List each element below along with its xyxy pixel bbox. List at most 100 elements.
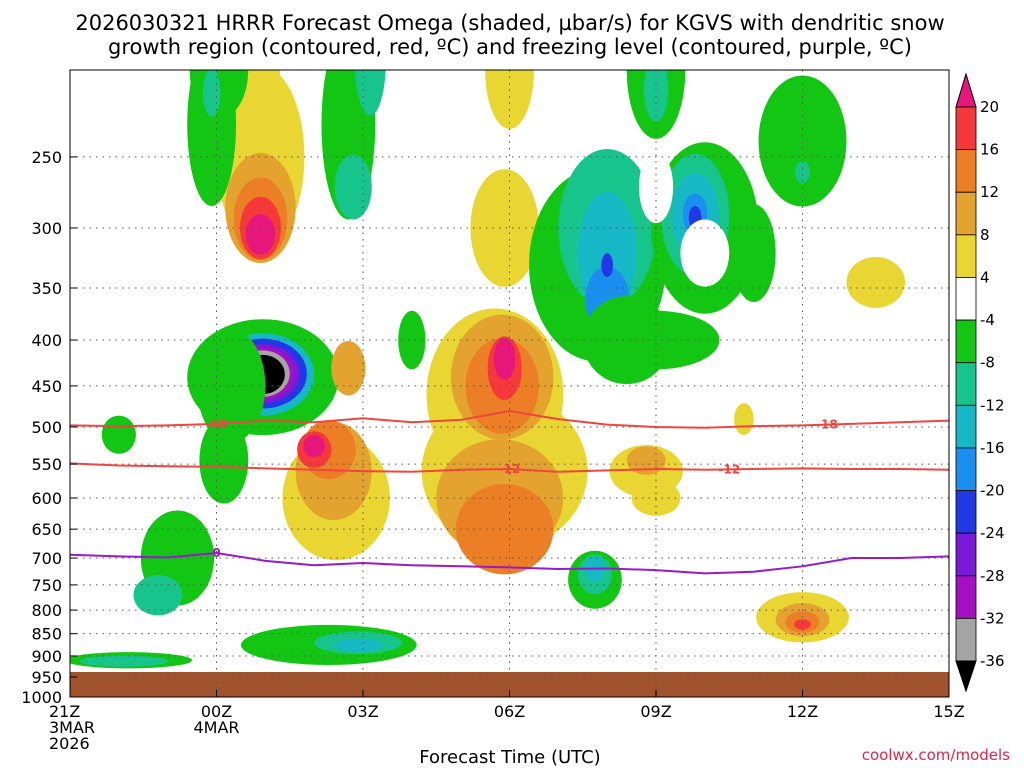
chart-title-line1: 2026030321 HRRR Forecast Omega (shaded, … bbox=[75, 11, 944, 35]
omega-cell bbox=[601, 253, 614, 277]
contour-line--12 bbox=[70, 462, 949, 473]
x-tick-label: 4MAR bbox=[193, 718, 239, 737]
omega-cell bbox=[333, 638, 383, 652]
y-tick-label: 750 bbox=[31, 576, 62, 595]
omega-cell bbox=[493, 338, 516, 380]
omega-cell bbox=[196, 329, 266, 443]
x-axis-label: Forecast Time (UTC) bbox=[419, 747, 600, 768]
omega-cell bbox=[485, 70, 534, 129]
omega-cell bbox=[303, 434, 325, 458]
omega-cell bbox=[398, 310, 426, 370]
colorbar-label: 20 bbox=[980, 98, 999, 116]
colorbar-label: -16 bbox=[980, 439, 1005, 457]
contour-label: -18 bbox=[816, 418, 838, 432]
omega-cell bbox=[133, 574, 183, 616]
colorbar-box bbox=[955, 319, 977, 364]
omega-cell bbox=[187, 70, 237, 207]
omega-cell bbox=[334, 154, 372, 220]
x-tick-label: 00Z bbox=[201, 702, 232, 721]
colorbar-label: -8 bbox=[980, 354, 995, 372]
omega-cell bbox=[734, 403, 754, 436]
y-tick-label: 800 bbox=[31, 601, 62, 620]
y-tick-label: 850 bbox=[31, 625, 62, 644]
colorbar-box bbox=[955, 617, 977, 662]
colorbar-label: 16 bbox=[980, 141, 999, 159]
omega-cell bbox=[354, 70, 386, 116]
omega-cell bbox=[202, 70, 221, 117]
colorbar-box bbox=[955, 191, 977, 236]
y-tick-label: 700 bbox=[31, 549, 62, 568]
contour-label: 0 bbox=[212, 546, 220, 560]
y-tick-label: 950 bbox=[31, 668, 62, 687]
colorbar-box bbox=[955, 532, 977, 577]
colorbar-label: -20 bbox=[980, 482, 1005, 500]
x-tick-label: 03Z bbox=[347, 702, 378, 721]
colorbar-label: -36 bbox=[980, 652, 1005, 670]
omega-cell bbox=[245, 213, 276, 255]
y-tick-label: 350 bbox=[31, 279, 62, 298]
omega-neutral-gap bbox=[680, 219, 730, 287]
omega-cell bbox=[846, 256, 906, 308]
credit-text: coolwx.com/models bbox=[862, 746, 1010, 764]
y-tick-label: 250 bbox=[31, 148, 62, 167]
contour-line--18 bbox=[70, 410, 949, 429]
chart-title-line2: growth region (contoured, red, ºC) and f… bbox=[108, 35, 912, 59]
colorbar-top-arrow bbox=[955, 72, 977, 108]
colorbar-label: -32 bbox=[980, 609, 1005, 627]
contour-label: -18 bbox=[206, 417, 228, 431]
omega-cell bbox=[795, 160, 810, 184]
x-tick-label: 12Z bbox=[787, 702, 818, 721]
x-tick-label: 3MAR bbox=[49, 718, 95, 737]
colorbar-label: 12 bbox=[980, 183, 999, 201]
y-tick-label: 550 bbox=[31, 455, 62, 474]
omega-cell bbox=[731, 204, 776, 303]
colorbar-label: -24 bbox=[980, 524, 1005, 542]
y-tick-label: 600 bbox=[31, 489, 62, 508]
colorbar-box bbox=[955, 447, 977, 491]
y-tick-label: 400 bbox=[31, 331, 62, 350]
colorbar: 20 16 12 8 4 -4 -8 -12 -16 -20 -24 -28 -32 -36 bbox=[955, 72, 1005, 693]
colorbar-box bbox=[955, 106, 977, 151]
y-tick-label: 900 bbox=[31, 647, 62, 666]
colorbar-label: 8 bbox=[980, 226, 990, 244]
grid-lines bbox=[70, 70, 949, 698]
temperature-contours: -18 -18 -12 -12 0 bbox=[70, 410, 949, 575]
contour-label: -12 bbox=[718, 462, 740, 476]
x-tick-label: 06Z bbox=[494, 702, 525, 721]
y-tick-label: 650 bbox=[31, 520, 62, 539]
omega-neutral-gap bbox=[638, 150, 674, 224]
x-tick-label: 2026 bbox=[49, 734, 90, 753]
contour-line-0 bbox=[70, 551, 949, 575]
colorbar-box bbox=[955, 404, 977, 449]
colorbar-bottom-arrow bbox=[955, 660, 977, 693]
x-tick-label: 21Z bbox=[49, 702, 80, 721]
omega-cell bbox=[79, 655, 168, 667]
omega-cell bbox=[794, 619, 811, 630]
y-tick-label: 450 bbox=[31, 377, 62, 396]
colorbar-label: -12 bbox=[980, 396, 1005, 414]
contour-label: -12 bbox=[499, 462, 521, 476]
colorbar-label: -4 bbox=[980, 311, 995, 329]
x-tick-label: 09Z bbox=[640, 702, 671, 721]
colorbar-box bbox=[955, 490, 977, 534]
x-tick-label: 15Z bbox=[933, 702, 964, 721]
colorbar-box bbox=[955, 362, 977, 406]
colorbar-label: 4 bbox=[980, 268, 990, 286]
omega-cell bbox=[643, 70, 669, 122]
omega-cell bbox=[470, 169, 539, 287]
y-tick-label: 1000 bbox=[21, 688, 62, 707]
y-tick-label: 300 bbox=[31, 219, 62, 238]
omega-cell bbox=[758, 75, 847, 207]
colorbar-box bbox=[955, 149, 977, 193]
omega-cell bbox=[331, 340, 366, 396]
omega-cell bbox=[101, 415, 136, 454]
omega-cell bbox=[455, 484, 554, 575]
y-tick-label: 500 bbox=[31, 418, 62, 437]
colorbar-box bbox=[955, 234, 977, 278]
colorbar-box bbox=[955, 277, 977, 321]
colorbar-label: -28 bbox=[980, 567, 1005, 585]
colorbar-box bbox=[955, 575, 977, 619]
y-axis-ticks: 250 300 350 400 450 500 550 600 650 700 750 800 850 9… bbox=[21, 148, 77, 707]
